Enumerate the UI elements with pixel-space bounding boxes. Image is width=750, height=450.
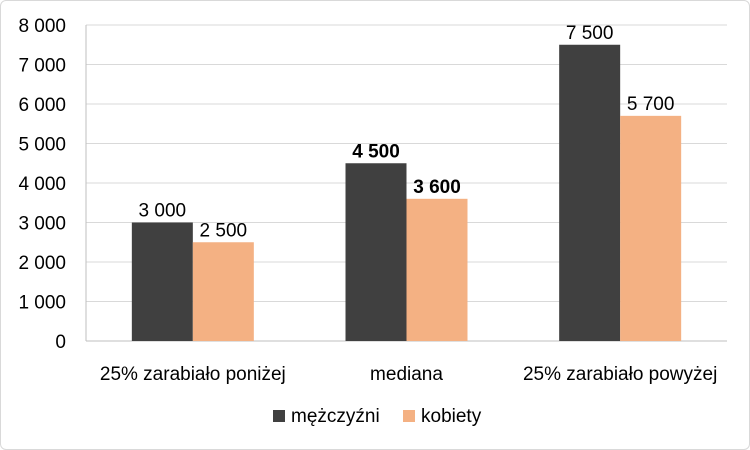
legend-label: mężczyźni [291, 406, 380, 427]
legend-label: kobiety [421, 406, 482, 427]
bar [192, 242, 254, 341]
y-tick-label: 1 000 [18, 293, 66, 314]
data-label: 3 000 [139, 201, 187, 222]
y-tick-label: 7 000 [18, 56, 66, 77]
data-label: 7 500 [566, 23, 614, 44]
bar [345, 163, 407, 341]
y-tick-label: 6 000 [18, 95, 66, 116]
y-tick-label: 8 000 [18, 16, 66, 37]
data-label: 4 500 [352, 141, 400, 162]
data-label: 5 700 [627, 94, 675, 115]
y-tick-label: 0 [55, 332, 66, 353]
data-label: 2 500 [200, 220, 248, 241]
bar [620, 115, 682, 341]
x-category-label: 25% zarabiało poniżej [100, 364, 286, 385]
bar [131, 222, 193, 341]
legend-swatch [273, 410, 285, 422]
x-category-label: 25% zarabiało powyżej [523, 364, 717, 385]
data-label: 3 600 [413, 177, 461, 198]
y-tick-label: 2 000 [18, 253, 66, 274]
bar [406, 198, 468, 341]
legend-swatch [403, 410, 415, 422]
bar [559, 44, 621, 341]
y-tick-label: 5 000 [18, 135, 66, 156]
x-category-label: mediana [370, 364, 443, 385]
y-tick-label: 4 000 [18, 174, 66, 195]
y-tick-label: 3 000 [18, 214, 66, 235]
